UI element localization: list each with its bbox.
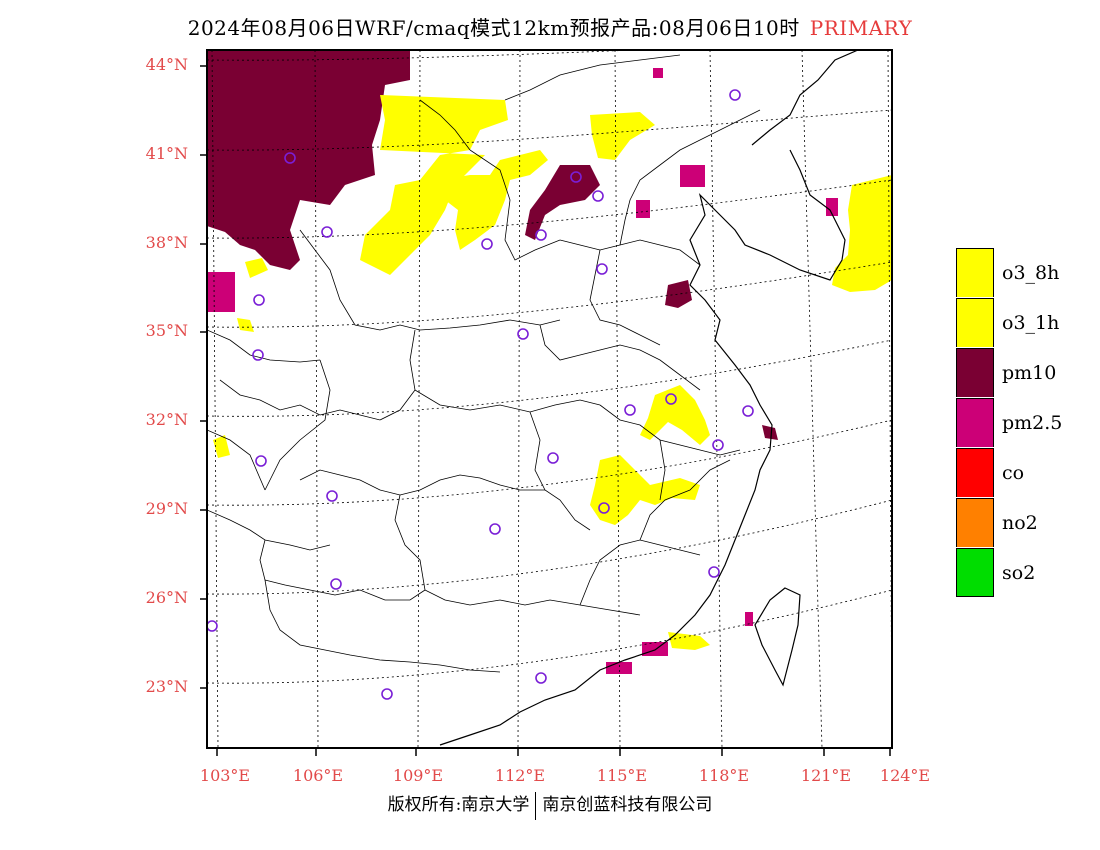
station-marker bbox=[517, 328, 529, 340]
o3-east-coast bbox=[832, 175, 892, 292]
lon-label: 115°E bbox=[596, 766, 648, 785]
legend-swatch bbox=[956, 348, 994, 397]
station-marker bbox=[742, 405, 754, 417]
pm25-patch bbox=[606, 662, 632, 674]
station-marker bbox=[596, 263, 608, 275]
lat-label: 26°N bbox=[145, 588, 188, 607]
pm25-patch bbox=[207, 272, 235, 312]
station-marker bbox=[624, 404, 636, 416]
lat-label: 41°N bbox=[145, 144, 188, 163]
legend-swatch bbox=[956, 248, 994, 297]
lat-ticks bbox=[200, 65, 207, 689]
o3-qinghai bbox=[237, 318, 254, 332]
pm10-areas bbox=[207, 50, 778, 440]
copyright-left: 版权所有:南京大学 bbox=[387, 795, 530, 815]
map-frame bbox=[206, 49, 893, 749]
map-content bbox=[207, 50, 892, 748]
station-marker bbox=[592, 190, 604, 202]
station-marker bbox=[381, 688, 393, 700]
o3-north-small bbox=[590, 112, 655, 160]
station-marker bbox=[570, 171, 582, 183]
station-marker bbox=[255, 455, 267, 467]
o3-hebei bbox=[440, 150, 548, 250]
graticule bbox=[207, 50, 892, 748]
station-marker bbox=[207, 620, 218, 632]
legend-swatch bbox=[956, 398, 994, 447]
copyright-footer: 版权所有:南京大学 南京创蓝科技有限公司 bbox=[0, 790, 1100, 820]
o3-areas bbox=[213, 95, 892, 650]
lon-label: 124°E bbox=[879, 766, 931, 785]
legend-label: co bbox=[1002, 462, 1025, 484]
o3-anhui bbox=[640, 385, 710, 445]
map-title: 2024年08月06日WRF/cmaq模式12km预报产品:08月06日10时 P… bbox=[0, 12, 1100, 41]
station-marker bbox=[326, 490, 338, 502]
station-marker bbox=[729, 89, 741, 101]
o3-guangdong bbox=[668, 632, 710, 650]
station-marker bbox=[252, 349, 264, 361]
station-marker bbox=[330, 578, 342, 590]
legend-label: so2 bbox=[1002, 562, 1036, 584]
title-text: 2024年08月06日WRF/cmaq模式12km预报产品:08月06日10时 bbox=[187, 16, 800, 40]
station-marker bbox=[547, 452, 559, 464]
lat-label: 32°N bbox=[145, 410, 188, 429]
pm25-areas bbox=[207, 68, 838, 674]
station-marker bbox=[535, 229, 547, 241]
legend-swatch bbox=[956, 498, 994, 547]
o3-west bbox=[213, 435, 230, 458]
lat-label: 44°N bbox=[145, 55, 188, 74]
o3-central-east bbox=[590, 455, 700, 525]
station-markers bbox=[207, 89, 754, 700]
coastline bbox=[439, 50, 859, 746]
copyright-right: 南京创蓝科技有限公司 bbox=[542, 795, 713, 815]
station-marker bbox=[321, 226, 333, 238]
pm10-shandong bbox=[665, 280, 692, 308]
legend-label: pm10 bbox=[1002, 362, 1057, 384]
lon-label: 103°E bbox=[199, 766, 251, 785]
legend-swatch bbox=[956, 448, 994, 497]
lon-ticks bbox=[216, 748, 891, 756]
taiwan-outline bbox=[754, 587, 801, 687]
province-boundaries bbox=[207, 54, 761, 673]
lon-label: 112°E bbox=[494, 766, 546, 785]
station-marker bbox=[489, 523, 501, 535]
station-marker bbox=[284, 152, 296, 164]
station-marker bbox=[708, 566, 720, 578]
lat-label: 35°N bbox=[145, 321, 188, 340]
legend-label: no2 bbox=[1002, 512, 1038, 534]
station-marker bbox=[598, 502, 610, 514]
pm25-patch bbox=[745, 612, 753, 626]
footer-divider bbox=[535, 791, 537, 820]
station-marker bbox=[481, 238, 493, 250]
legend-label: o3_8h bbox=[1002, 262, 1060, 284]
station-marker bbox=[665, 393, 677, 405]
pm10-north-west bbox=[207, 50, 410, 270]
lat-label: 38°N bbox=[145, 233, 188, 252]
lat-label: 29°N bbox=[145, 499, 188, 518]
legend-label: pm2.5 bbox=[1002, 412, 1063, 434]
station-marker bbox=[712, 439, 724, 451]
pm25-patch bbox=[826, 198, 838, 216]
lon-label: 109°E bbox=[392, 766, 444, 785]
station-marker bbox=[535, 672, 547, 684]
pm25-patch bbox=[653, 68, 663, 78]
o3-north-central bbox=[360, 95, 508, 275]
primary-tag: PRIMARY bbox=[809, 16, 913, 40]
legend-swatch bbox=[956, 298, 994, 347]
pm10-beijing-tianjin bbox=[525, 165, 600, 240]
legend-label: o3_1h bbox=[1002, 312, 1060, 334]
pm10-jiangsu bbox=[762, 425, 778, 440]
o3-gansu bbox=[245, 258, 268, 278]
pm25-patch bbox=[680, 165, 705, 187]
legend-swatch bbox=[956, 548, 994, 597]
lon-label: 106°E bbox=[292, 766, 344, 785]
lat-label: 23°N bbox=[145, 677, 188, 696]
lon-label: 118°E bbox=[698, 766, 750, 785]
station-marker bbox=[253, 294, 265, 306]
pm25-patch bbox=[636, 200, 650, 218]
lon-label: 121°E bbox=[800, 766, 852, 785]
